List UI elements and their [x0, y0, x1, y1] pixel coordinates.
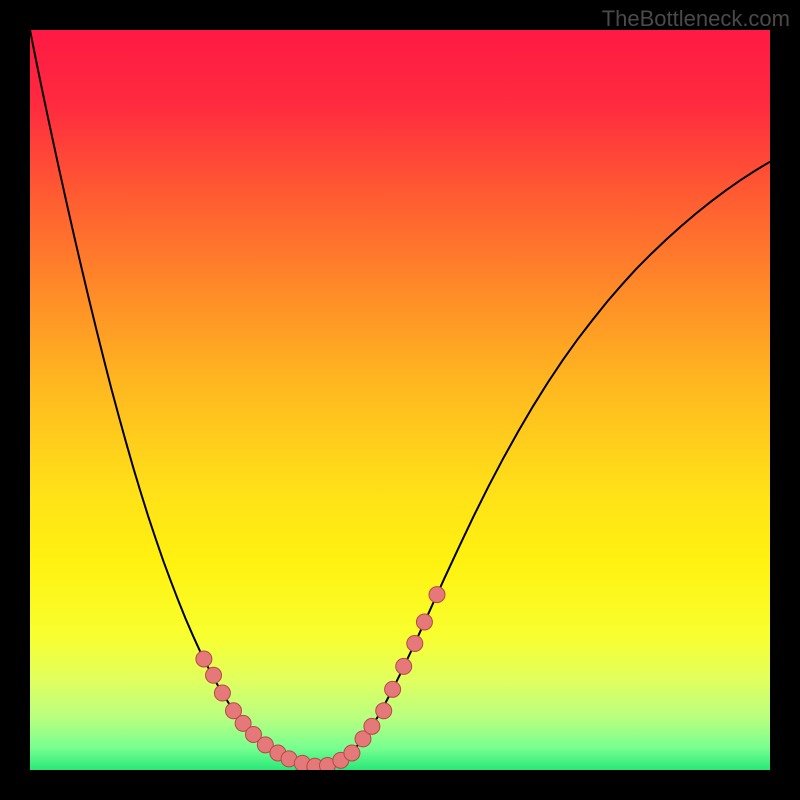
data-marker — [416, 614, 432, 630]
data-marker — [344, 745, 360, 761]
plot-area — [30, 30, 770, 770]
data-marker — [429, 587, 445, 603]
data-marker — [196, 651, 212, 667]
data-marker — [396, 658, 412, 674]
chart-canvas: TheBottleneck.com — [0, 0, 800, 800]
data-marker — [214, 685, 230, 701]
data-marker — [407, 635, 423, 651]
data-marker — [385, 681, 401, 697]
data-marker — [206, 667, 222, 683]
chart-svg — [30, 30, 770, 770]
data-marker — [376, 703, 392, 719]
data-marker — [364, 718, 380, 734]
watermark-text: TheBottleneck.com — [602, 6, 790, 32]
